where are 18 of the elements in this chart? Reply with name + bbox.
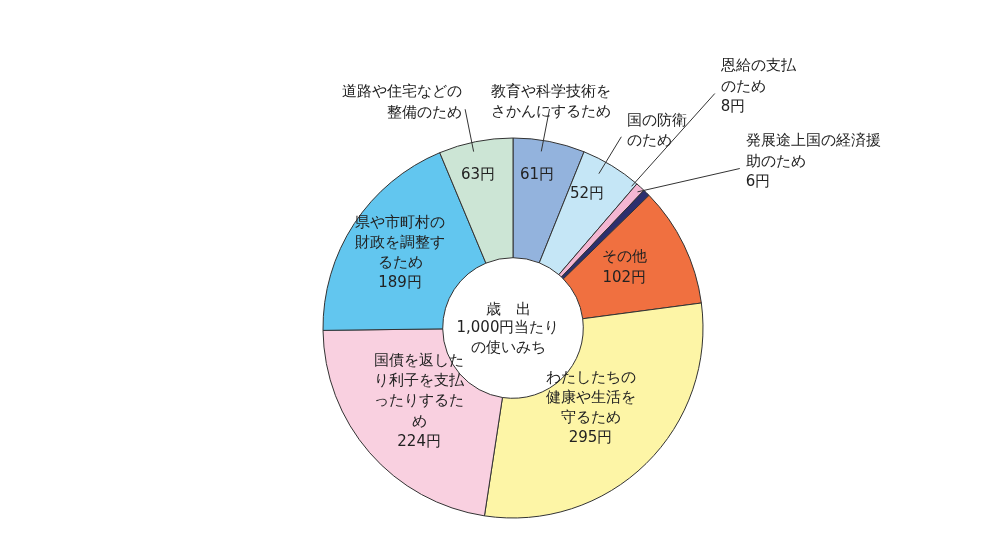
data-label: 224円 [397,431,441,450]
data-label: 61円 [519,164,554,183]
slice-label: 県や市町村の財政を調整するため [355,212,446,272]
slice-label: 教育や科学技術をさかんにするため [491,82,612,121]
data-label: 189円 [378,273,422,292]
data-label: 63円 [461,164,496,183]
data-label: 295円 [568,428,613,447]
slice-label: 道路や住宅などの整備のため [341,82,462,121]
data-label: 102円 [602,267,647,286]
data-label: 52円 [569,184,605,203]
slice-label: 発展途上国の経済援助のため [745,131,881,170]
slice-label: 恩給の支払のため [719,56,797,95]
slice-label: その他 [601,247,647,266]
data-label: 8円 [720,96,746,115]
data-label: 6円 [745,171,771,190]
slice-label: 国の防衛のため [627,110,688,150]
text: 歳 出 [485,300,531,318]
slice-label: わたしたちの健康や生活を守るため [545,367,636,427]
